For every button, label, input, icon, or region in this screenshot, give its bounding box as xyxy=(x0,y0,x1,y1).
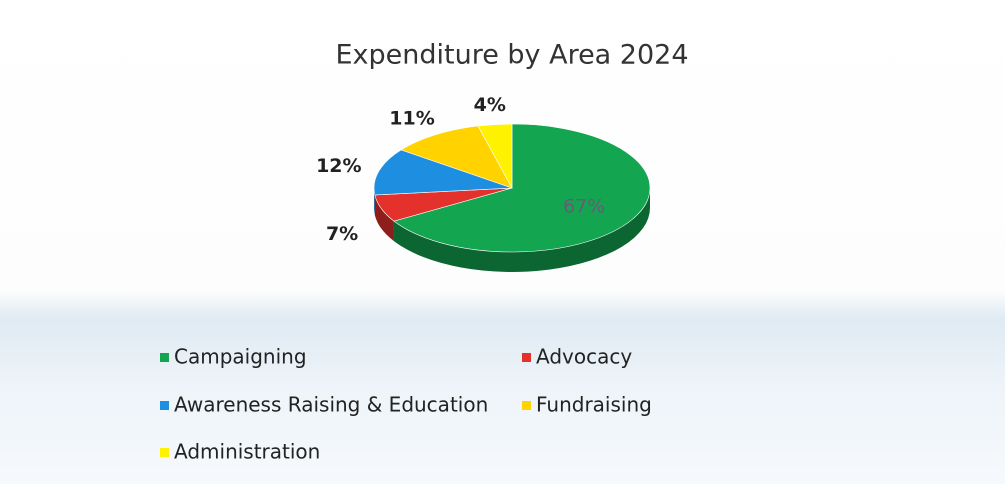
legend-label: Fundraising xyxy=(536,393,652,417)
chart-title: Expenditure by Area 2024 xyxy=(335,40,688,71)
slice xyxy=(373,149,513,196)
legend-label: Campaigning xyxy=(174,345,307,369)
data-label: 12% xyxy=(316,155,361,177)
legend-swatch xyxy=(160,401,169,410)
data-label: 67% xyxy=(563,195,605,217)
data-label: 11% xyxy=(389,107,434,129)
legend-swatch xyxy=(522,401,531,410)
legend-label: Administration xyxy=(174,440,320,464)
slice-side xyxy=(393,188,650,272)
legend-swatch xyxy=(522,353,531,362)
slice xyxy=(400,125,513,189)
legend-swatch xyxy=(160,353,169,362)
data-label: 4% xyxy=(474,94,506,116)
data-label: 7% xyxy=(326,223,358,245)
legend-label: Advocacy xyxy=(536,345,632,369)
legend-label: Awareness Raising & Education xyxy=(174,393,488,417)
slice xyxy=(477,123,513,189)
legend-swatch xyxy=(160,448,169,457)
slice xyxy=(393,123,651,253)
